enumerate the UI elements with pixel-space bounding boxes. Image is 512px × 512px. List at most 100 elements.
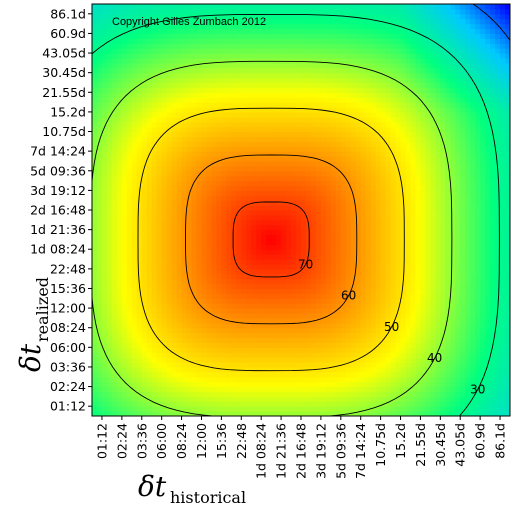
heatmap-cell [296,332,302,339]
heatmap-cell [251,13,257,20]
heatmap-cell [355,322,362,329]
heatmap-cell [236,53,242,59]
heatmap-cell [211,131,218,138]
heatmap-cell [171,160,178,167]
heatmap-cell [171,205,178,211]
heatmap-cell [325,376,332,383]
heatmap-cell [296,205,302,211]
heatmap-cell [335,411,342,416]
heatmap-cell [96,4,103,10]
heatmap-cell [271,317,277,324]
heatmap-cell [201,92,208,98]
heatmap-cell [211,317,218,324]
heatmap-cell [176,160,183,167]
heatmap-cell [116,273,123,280]
heatmap-cell [261,224,267,231]
heatmap-cell [276,53,282,59]
heatmap-cell [121,77,128,84]
heatmap-cell [101,214,108,221]
heatmap-cell [315,116,322,123]
heatmap-cell [281,43,287,49]
heatmap-cell [196,131,203,138]
heatmap-cell [320,92,327,98]
heatmap-cell [236,146,242,152]
heatmap-cell [146,136,153,142]
heatmap-cell [320,224,327,231]
heatmap-cell [281,362,287,368]
heatmap-cell [246,18,252,25]
heatmap-cell [186,180,193,187]
heatmap-cell [121,38,128,44]
heatmap-cell [286,366,292,373]
heatmap-cell [325,401,332,407]
heatmap-cell [315,381,322,388]
heatmap-cell [271,263,277,270]
heatmap-cell [92,298,98,304]
heatmap-cell [246,97,252,103]
heatmap-cell [370,62,377,69]
heatmap-cell [92,111,98,118]
heatmap-cell [106,116,113,123]
heatmap-cell [106,141,113,147]
heatmap-cell [186,175,193,182]
heatmap-cell [106,170,113,177]
heatmap-cell [126,92,133,98]
heatmap-cell [251,254,257,260]
heatmap-cell [266,136,272,142]
heatmap-cell [241,259,247,265]
heatmap-cell [315,92,322,98]
heatmap-cell [171,185,178,191]
heatmap-cell [236,293,242,299]
heatmap-cell [141,322,148,329]
heatmap-cell [191,234,198,241]
heatmap-cell [141,111,148,118]
heatmap-cell [350,67,357,74]
heatmap-cell [206,357,213,363]
heatmap-cell [345,18,352,25]
heatmap-cell [320,151,327,157]
heatmap-cell [296,28,302,35]
heatmap-cell [126,121,133,128]
heatmap-cell [101,48,108,54]
heatmap-cell [301,229,307,236]
heatmap-cell [166,234,173,241]
heatmap-cell [320,342,327,348]
heatmap-cell [345,8,352,15]
heatmap-cell [276,366,282,373]
heatmap-cell [286,97,292,103]
heatmap-cell [146,28,153,35]
heatmap-cell [335,332,342,339]
heatmap-cell [181,107,188,113]
heatmap-cell [201,283,208,290]
heatmap-cell [96,391,103,397]
heatmap-cell [196,8,203,15]
heatmap-cell [221,273,227,280]
heatmap-cell [171,376,178,383]
heatmap-cell [156,283,163,290]
heatmap-cell [325,48,332,54]
heatmap-cell [121,342,128,348]
heatmap-cell [181,156,188,162]
heatmap-cell [211,8,218,15]
heatmap-cell [231,43,237,49]
heatmap-cell [211,116,218,123]
heatmap-cell [176,38,183,44]
heatmap-cell [136,170,143,177]
heatmap-cell [241,342,247,348]
heatmap-cell [106,386,113,393]
heatmap-cell [340,180,347,187]
heatmap-cell [370,317,377,324]
heatmap-cell [330,411,337,416]
heatmap-cell [151,357,158,363]
heatmap-cell [106,303,113,309]
heatmap-cell [360,33,367,39]
heatmap-cell [236,4,242,10]
heatmap-cell [355,381,362,388]
heatmap-cell [310,313,317,319]
heatmap-cell [301,43,307,49]
heatmap-cell [166,18,173,25]
heatmap-cell [365,180,372,187]
heatmap-cell [111,121,118,128]
heatmap-cell [92,283,98,290]
heatmap-cell [320,327,327,334]
